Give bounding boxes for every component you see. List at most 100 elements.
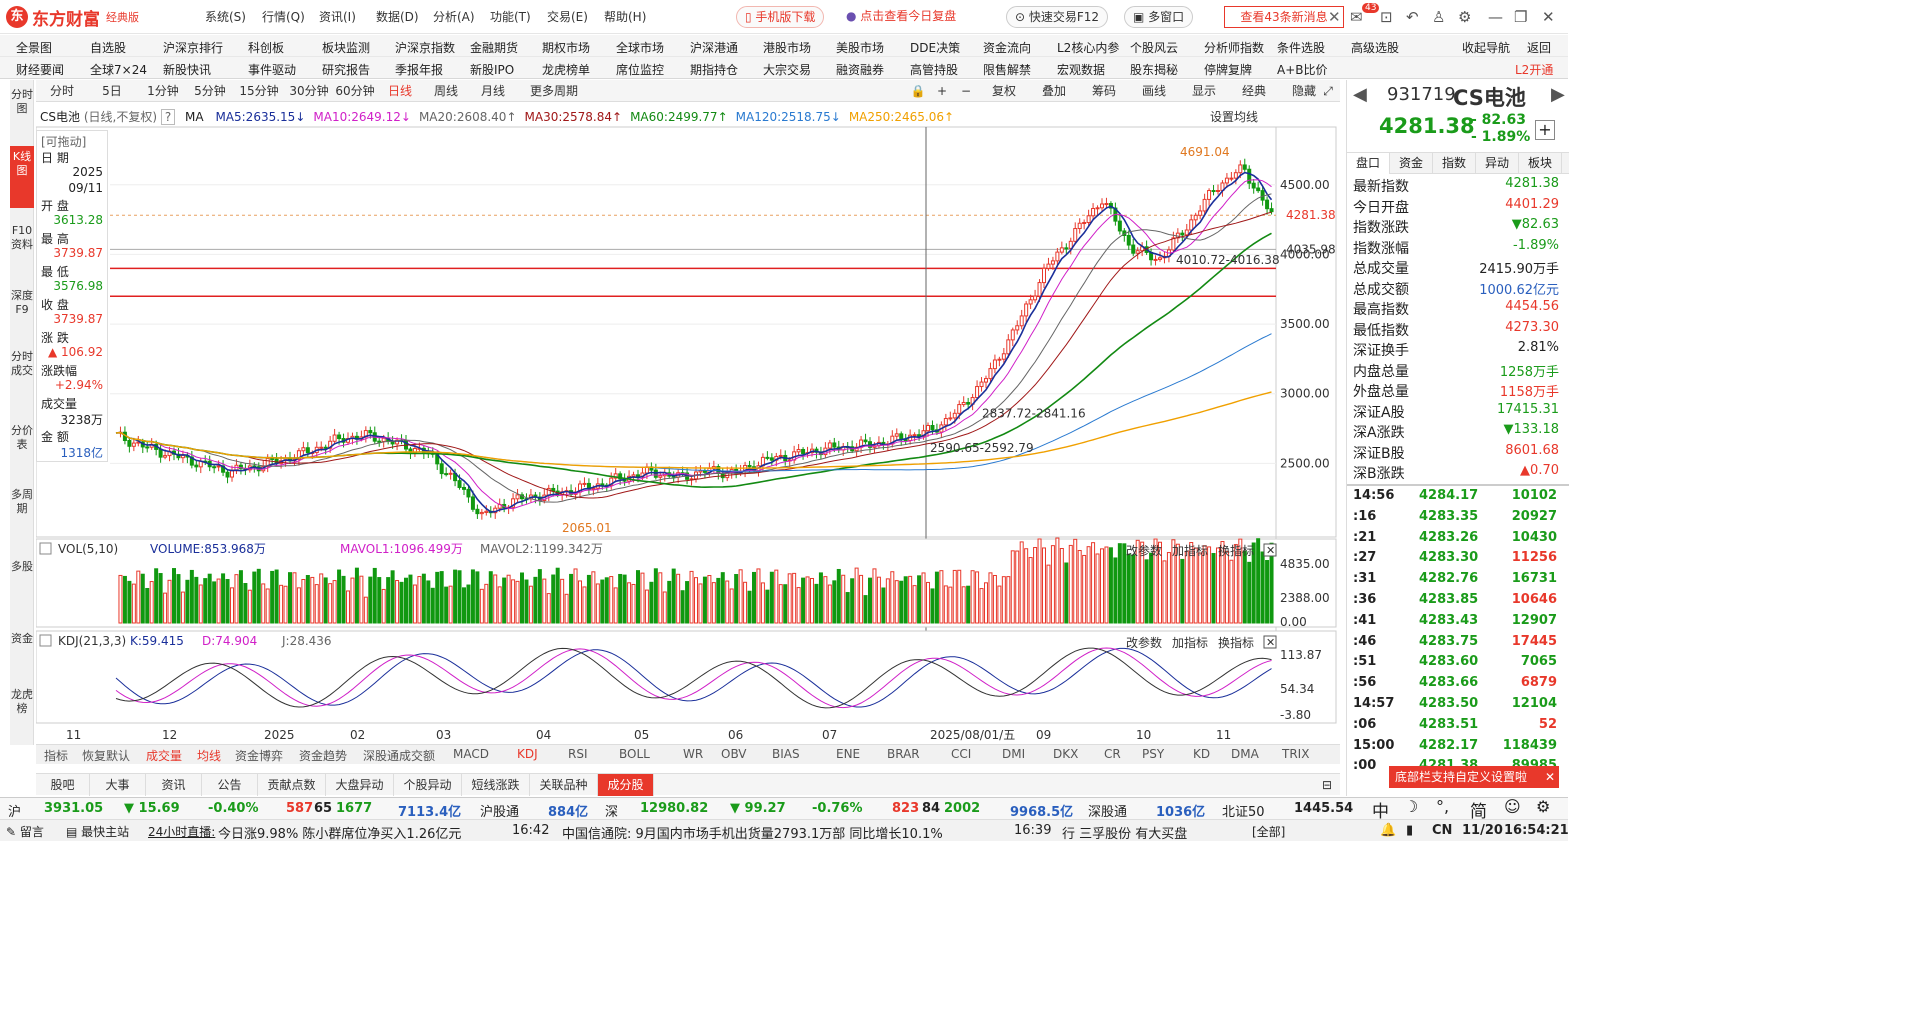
indicator-tab-7[interactable]: MACD [453, 747, 489, 761]
plus-icon[interactable]: + [936, 84, 948, 98]
ime-settings-icon[interactable]: ⚙ [1536, 797, 1551, 816]
panel-button-1-0[interactable]: 改参数 [1126, 635, 1162, 650]
indicator-tab-1[interactable]: 恢复默认 [82, 749, 131, 763]
nav-news[interactable]: 财经要闻 [16, 63, 65, 77]
bottom-tab-0[interactable]: 股吧 [36, 774, 90, 796]
emoji-icon[interactable]: ☺ [1504, 797, 1521, 816]
nav-suspend[interactable]: 停牌复牌 [1204, 63, 1253, 77]
tool-3[interactable]: 画线 [1141, 84, 1166, 98]
indicator-tab-15[interactable]: BRAR [887, 747, 920, 761]
maximize-icon[interactable]: ❐ [1514, 8, 1528, 26]
indicator-tab-3[interactable]: 均线 [197, 749, 222, 763]
indicator-tab-19[interactable]: CR [1104, 747, 1121, 761]
sgt-label[interactable]: 深股通 [1088, 805, 1128, 820]
nav-futures[interactable]: 金融期货 [470, 41, 519, 55]
sidebar-tab-8[interactable]: 资金 [11, 632, 33, 645]
nav-ranking[interactable]: 沪深京排行 [163, 41, 224, 55]
period-tab-9[interactable]: 月线 [480, 84, 505, 98]
quote-tab-3[interactable]: 异动 [1476, 153, 1519, 174]
nav-unlock[interactable]: 限售解禁 [983, 63, 1032, 77]
indicator-tab-10[interactable]: BOLL [619, 747, 650, 761]
bottom-tab-8[interactable]: 关联品种 [530, 774, 598, 796]
bottom-tab-1[interactable]: 大事 [90, 774, 146, 796]
menu-info[interactable]: 资讯(I) [319, 10, 356, 24]
sidebar-tab-4[interactable]: 分时成交 [11, 350, 33, 377]
bottom-tab-4[interactable]: 贡献点数 [258, 774, 326, 796]
lock-icon[interactable]: ⊡ [1380, 8, 1393, 26]
nav-collapse[interactable]: 收起导航 [1462, 41, 1511, 55]
close-window-icon[interactable]: ✕ [1542, 8, 1555, 26]
tool-6[interactable]: 隐藏 [1291, 84, 1316, 98]
nav-connect[interactable]: 沪深港通 [690, 41, 739, 55]
app-logo[interactable]: 东 东方财富 经典版 [6, 5, 139, 30]
fullscreen-icon[interactable]: ⤢ [1323, 84, 1333, 98]
sidebar-tab-1[interactable]: K线图 [10, 146, 34, 208]
bell-icon[interactable]: 🔔 [1380, 823, 1397, 838]
bottom-panel-toggle-icon[interactable]: ⊟ [1321, 778, 1333, 792]
period-tab-10[interactable]: 更多周期 [529, 84, 578, 98]
nav-panorama[interactable]: 全景图 [16, 41, 53, 55]
menu-help[interactable]: 帮助(H) [604, 10, 647, 24]
sidebar-tab-5[interactable]: 分价表 [11, 424, 33, 451]
nav-macro[interactable]: 宏观数据 [1057, 63, 1106, 77]
indicator-tab-14[interactable]: ENE [836, 747, 861, 761]
indicator-tab-18[interactable]: DKX [1053, 747, 1079, 761]
period-tab-0[interactable]: 分时 [49, 84, 74, 98]
nav-margin[interactable]: 融资融券 [836, 63, 885, 77]
nav-global[interactable]: 全球市场 [616, 41, 665, 55]
sidebar-tab-2[interactable]: F10资料 [11, 224, 33, 251]
nav-screener[interactable]: 条件选股 [1277, 41, 1326, 55]
leave-message-button[interactable]: ✎ 留言 [6, 825, 44, 839]
kdj-collapse-icon[interactable] [39, 634, 52, 647]
tool-1[interactable]: 叠加 [1041, 84, 1066, 98]
add-watchlist-icon[interactable]: + [1535, 120, 1555, 140]
nav-l2-open[interactable]: L2开通 [1515, 63, 1554, 77]
server-button[interactable]: ▤ 最快主站 [66, 825, 130, 839]
sidebar-tab-7[interactable]: 多股 [11, 560, 33, 573]
bottom-bar-tip[interactable]: 底部栏支持自定义设置啦 ✕ [1389, 766, 1559, 788]
bottom-tab-6[interactable]: 个股异动 [394, 774, 462, 796]
tool-5[interactable]: 经典 [1241, 84, 1266, 98]
live-label[interactable]: 24小时直播: [148, 825, 216, 839]
tool-4[interactable]: 显示 [1191, 84, 1216, 98]
news-button[interactable]: 查看43条新消息 [1224, 6, 1344, 28]
sidebar-tab-3[interactable]: 深度F9 [11, 289, 33, 316]
lock-icon[interactable]: 🔒 [910, 84, 926, 98]
sz-index[interactable]: 12980.82 [640, 801, 709, 816]
indicator-tab-4[interactable]: 资金博弈 [235, 749, 284, 763]
close-panel-icon[interactable] [1263, 543, 1277, 557]
indicator-tab-20[interactable]: PSY [1142, 747, 1165, 761]
menu-system[interactable]: 系统(S) [205, 10, 246, 24]
nav-futures-pos[interactable]: 期指持仓 [690, 63, 739, 77]
prev-stock-icon[interactable]: ◀ [1353, 84, 1367, 105]
indicator-tab-13[interactable]: BIAS [772, 747, 800, 761]
nav-stock-wind[interactable]: 个股风云 [1130, 41, 1179, 55]
nav-block-trade[interactable]: 大宗交易 [763, 63, 812, 77]
nav-watchlist[interactable]: 自选股 [90, 41, 127, 55]
quick-trade-button[interactable]: ⊙ 快速交易F12 [1006, 6, 1109, 28]
indicator-tab-21[interactable]: KD [1193, 747, 1211, 761]
nav-seat[interactable]: 席位监控 [616, 63, 665, 77]
nav-options[interactable]: 期权市场 [542, 41, 591, 55]
quote-tab-0[interactable]: 盘口 [1347, 153, 1390, 174]
ime-simplified[interactable]: 简 [1470, 802, 1487, 822]
bottom-tab-2[interactable]: 资讯 [146, 774, 202, 796]
hgt-label[interactable]: 沪股通 [480, 805, 520, 820]
skin-icon[interactable]: ♙ [1432, 8, 1446, 26]
indicator-tab-16[interactable]: CCI [951, 747, 972, 761]
menu-analysis[interactable]: 分析(A) [433, 10, 475, 24]
quote-tab-2[interactable]: 指数 [1433, 153, 1476, 174]
menu-quotes[interactable]: 行情(Q) [262, 10, 305, 24]
nav-star-market[interactable]: 科创板 [248, 41, 285, 55]
quote-tab-1[interactable]: 资金 [1390, 153, 1433, 174]
nav-us[interactable]: 美股市场 [836, 41, 885, 55]
indicator-tab-12[interactable]: OBV [721, 747, 747, 761]
news-item-3[interactable]: 行 三孚股份 有大买盘 [1062, 827, 1188, 842]
punct-icon[interactable]: °, [1436, 797, 1450, 816]
ma-setting-button[interactable]: 设置均线 [1210, 110, 1259, 124]
indicator-tab-5[interactable]: 资金趋势 [299, 749, 348, 763]
period-tab-4[interactable]: 15分钟 [239, 84, 279, 98]
volume-collapse-icon[interactable] [39, 542, 52, 555]
nav-research[interactable]: 研究报告 [322, 63, 371, 77]
indicator-tab-6[interactable]: 深股通成交额 [363, 749, 436, 763]
